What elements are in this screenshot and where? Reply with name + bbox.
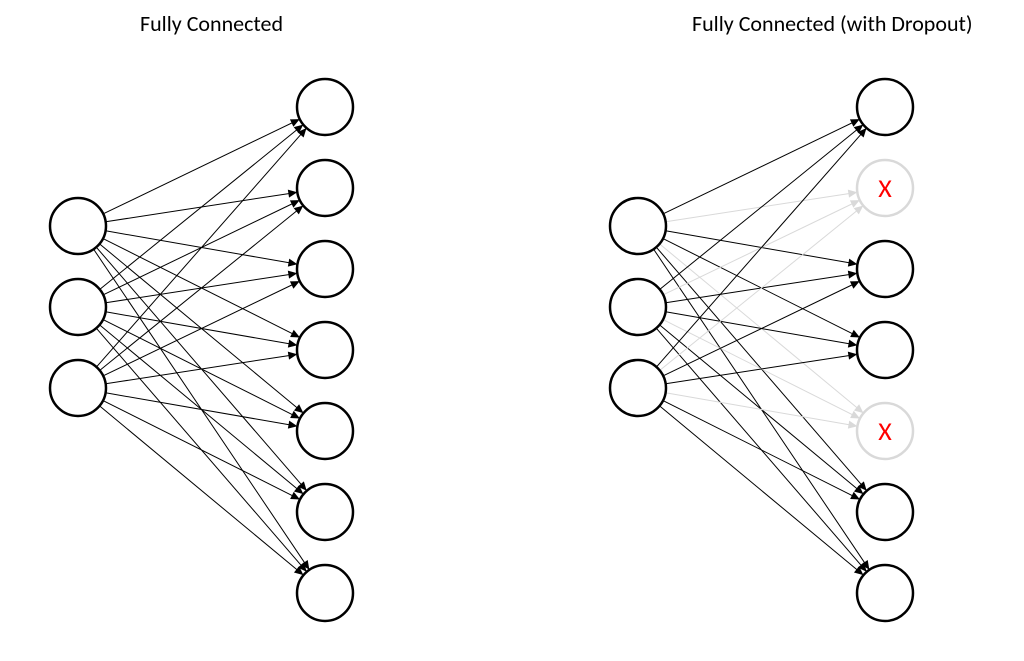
input-node — [50, 198, 106, 254]
output-node — [297, 322, 353, 378]
edge — [666, 231, 853, 263]
edge — [654, 249, 867, 565]
arrowhead-icon — [294, 206, 304, 215]
edge — [100, 325, 300, 491]
edge — [663, 202, 855, 294]
arrowhead-icon — [294, 404, 304, 413]
edge — [100, 209, 299, 370]
edge — [660, 325, 860, 491]
output-node — [297, 79, 353, 135]
edge — [106, 393, 293, 425]
input-node — [50, 360, 106, 416]
edge — [103, 283, 295, 375]
dropout-x-icon: X — [878, 172, 892, 204]
edge — [100, 244, 300, 410]
dropout-x-icon: X — [878, 415, 892, 447]
edge — [103, 320, 295, 416]
output-node — [297, 160, 353, 216]
arrowhead-icon — [854, 206, 864, 215]
arrowhead-icon — [854, 404, 864, 413]
title-fully-connected: Fully Connected — [140, 10, 283, 37]
edge — [106, 355, 292, 384]
edge — [666, 312, 853, 344]
edge — [663, 121, 855, 213]
edge — [94, 249, 307, 565]
edge — [100, 406, 300, 572]
output-node — [857, 322, 913, 378]
edge — [106, 231, 293, 263]
output-node — [857, 241, 913, 297]
output-node — [297, 241, 353, 297]
edge — [103, 239, 295, 335]
diagram-canvas: XX — [0, 0, 1024, 661]
output-node — [857, 565, 913, 621]
edge — [660, 406, 860, 572]
edge — [663, 401, 855, 497]
edge — [100, 128, 299, 289]
title-fully-connected-dropout: Fully Connected (with Dropout) — [692, 10, 973, 37]
output-node — [857, 484, 913, 540]
edge — [660, 244, 860, 410]
edge — [106, 312, 293, 344]
input-node — [50, 279, 106, 335]
edge — [103, 401, 295, 497]
output-node — [297, 565, 353, 621]
output-node — [297, 484, 353, 540]
edge — [663, 239, 855, 335]
input-node — [610, 198, 666, 254]
input-node — [610, 360, 666, 416]
output-node — [857, 79, 913, 135]
output-node — [297, 403, 353, 459]
edge — [660, 128, 859, 289]
edge — [103, 202, 295, 294]
edge — [666, 355, 852, 384]
edge — [663, 320, 855, 416]
edge — [103, 121, 295, 213]
edge — [666, 393, 853, 425]
input-node — [610, 279, 666, 335]
edge — [663, 283, 855, 375]
edge — [660, 209, 859, 370]
